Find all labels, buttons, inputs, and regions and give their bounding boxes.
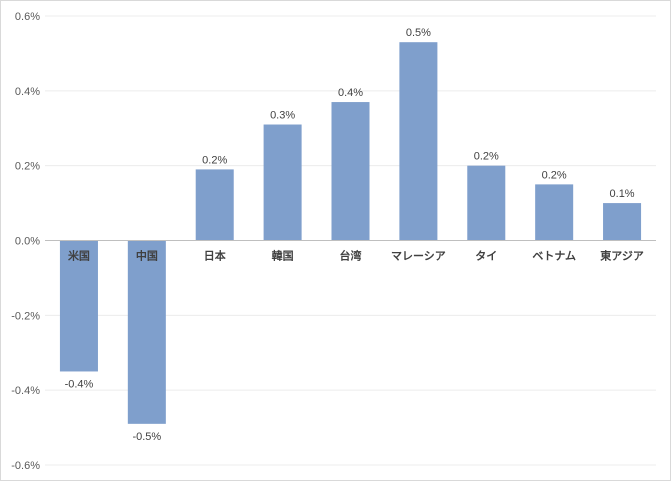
y-tick-label: 0.4% — [15, 86, 40, 98]
bar-6 — [467, 165, 506, 241]
data-label: 0.2% — [202, 154, 227, 166]
bar-5 — [399, 42, 438, 241]
data-label: 0.2% — [474, 151, 499, 163]
data-labels: -0.4% -0.5% 0.2% 0.3% 0.4% 0.5% 0.2% 0.2% 0.1% — [65, 27, 635, 443]
y-tick-label: -0.6% — [11, 460, 40, 472]
bar-4 — [331, 102, 370, 241]
category-label: 台湾 — [340, 249, 362, 263]
bar-8 — [603, 203, 642, 241]
data-label: -0.4% — [65, 378, 94, 390]
y-axis-tick-labels: 0.6% 0.4% 0.2% 0.0% -0.2% -0.4% -0.6% — [11, 11, 40, 472]
category-label: ベトナム — [532, 250, 576, 263]
y-tick-label: 0.0% — [15, 236, 40, 248]
category-label: 日本 — [204, 249, 226, 263]
category-label: タイ — [475, 250, 497, 263]
category-label: マレーシア — [391, 250, 446, 263]
category-labels: 米国 中国 日本 韓国 台湾 マレーシア タイ ベトナム 東アジア — [67, 249, 644, 263]
category-label: 米国 — [67, 249, 90, 263]
bar-2 — [195, 169, 234, 241]
y-tick-label: 0.2% — [15, 161, 40, 173]
data-label: 0.5% — [406, 27, 431, 39]
bar-7 — [535, 184, 574, 241]
category-label: 中国 — [136, 249, 158, 263]
bar-0 — [59, 240, 98, 372]
category-label: 韓国 — [272, 249, 294, 263]
bar-1 — [127, 240, 166, 424]
category-label: 東アジア — [600, 249, 644, 263]
y-tick-label: -0.4% — [11, 385, 40, 397]
data-label: -0.5% — [132, 431, 161, 443]
data-label: 0.1% — [610, 188, 635, 200]
data-label: 0.2% — [542, 169, 567, 181]
bar-3 — [263, 124, 302, 241]
y-tick-label: -0.2% — [11, 310, 40, 322]
bars — [59, 42, 642, 424]
y-tick-label: 0.6% — [15, 11, 40, 23]
data-label: 0.3% — [270, 110, 295, 122]
data-label: 0.4% — [338, 87, 363, 99]
